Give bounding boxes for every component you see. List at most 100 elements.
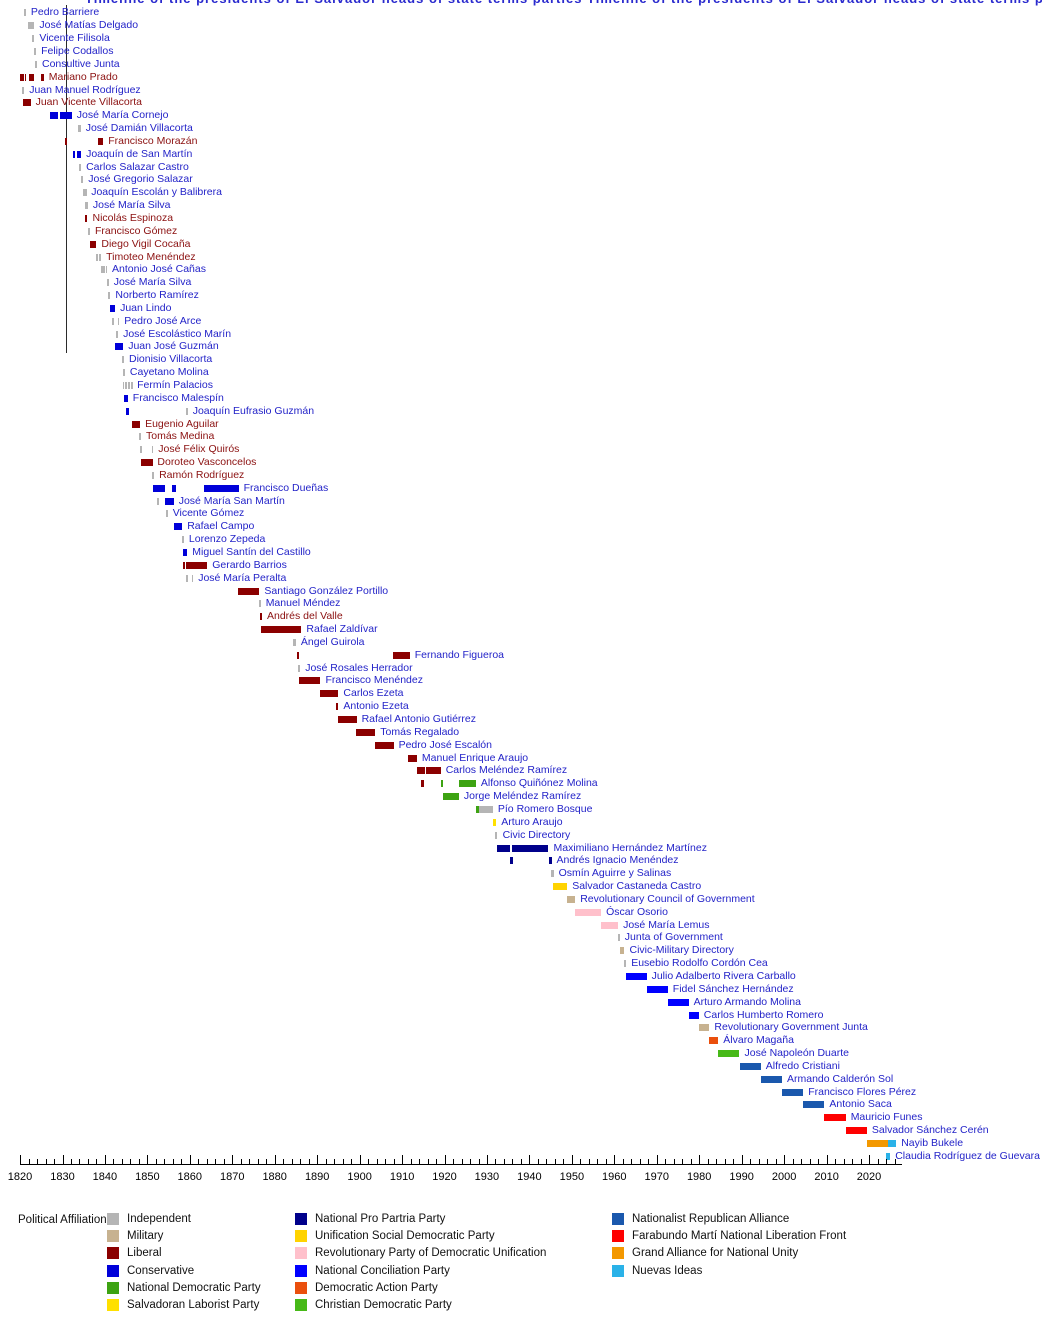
row-label: Arturo Armando Molina xyxy=(693,995,801,1008)
bar-segment xyxy=(183,561,185,569)
axis-major-tick xyxy=(232,1155,234,1164)
bar-segment xyxy=(89,240,97,248)
axis-minor-tick xyxy=(308,1159,310,1164)
bar-segment xyxy=(115,330,118,338)
row-label: Lorenzo Zepeda xyxy=(188,533,266,546)
axis-minor-tick xyxy=(79,1159,81,1164)
legend-label-ni: Nuevas Ideas xyxy=(632,1264,703,1277)
axis-minor-tick xyxy=(87,1159,89,1164)
row-label: Francisco Morazán xyxy=(108,134,198,147)
axis-minor-tick xyxy=(385,1159,387,1164)
bar-segment xyxy=(478,805,493,813)
axis-minor-tick xyxy=(860,1159,862,1164)
row-label: Claudia Rodríguez de Guevara xyxy=(895,1149,1040,1162)
row-label: Revolutionary Council of Government xyxy=(580,892,755,905)
row-label: Doroteo Vasconcelos xyxy=(157,456,257,468)
axis-minor-tick xyxy=(393,1159,395,1164)
axis-minor-tick xyxy=(223,1159,225,1164)
legend-label-rpdu: Revolutionary Party of Democratic Unific… xyxy=(315,1247,547,1260)
axis-minor-tick xyxy=(215,1159,217,1164)
axis-minor-tick xyxy=(436,1159,437,1164)
row-label: Dionisio Villacorta xyxy=(129,353,213,366)
row-label: Andrés Ignacio Menéndez xyxy=(556,854,679,867)
bar-segment xyxy=(110,304,116,312)
axis-year-label: 1900 xyxy=(347,1171,372,1183)
axis-major-tick xyxy=(486,1155,488,1164)
bar-segment xyxy=(824,1114,846,1122)
row-label: Pío Romero Bosque xyxy=(497,802,593,815)
bar-segment xyxy=(84,189,87,197)
bar-segment xyxy=(130,382,133,389)
legend-label-slp: Salvadoran Laborist Party xyxy=(127,1299,260,1311)
axis-minor-tick xyxy=(690,1159,692,1164)
bar-segment xyxy=(624,960,627,968)
bar-segment xyxy=(299,677,321,685)
legend-label-con: Conservative xyxy=(127,1264,195,1277)
row-label: Antonio José Cañas xyxy=(112,263,206,276)
row-label: Jorge Meléndez Ramírez xyxy=(463,790,582,803)
bar-segment xyxy=(204,484,239,492)
bar-segment xyxy=(493,818,497,826)
bar-segment xyxy=(336,703,339,711)
bar-segment xyxy=(416,767,425,775)
axis-minor-tick xyxy=(376,1159,378,1164)
legend-swatch-ni xyxy=(612,1264,624,1277)
legend-label-ppp: National Pro Partria Party xyxy=(315,1213,446,1225)
axis-minor-tick xyxy=(28,1159,30,1164)
bar-segment xyxy=(78,125,81,132)
axis-minor-tick xyxy=(673,1159,675,1164)
bar-segment xyxy=(739,1062,761,1070)
axis-year-label: 1940 xyxy=(517,1171,542,1183)
row-label: Fermín Palacios xyxy=(137,379,213,391)
row-label: Juan Vicente Villacorta xyxy=(35,96,143,109)
legend-swatch-slp xyxy=(107,1299,119,1311)
row-label: Andrés del Valle xyxy=(267,610,343,623)
bar-segment xyxy=(98,137,104,145)
row-label: Ángel Guirola xyxy=(300,635,365,648)
axis-minor-tick xyxy=(605,1159,607,1164)
bar-segment xyxy=(238,587,260,595)
axis-minor-tick xyxy=(206,1159,208,1164)
bar-segment xyxy=(688,1011,699,1019)
bar-segment xyxy=(319,690,339,698)
axis-year-label: 2010 xyxy=(814,1171,839,1183)
row-label: Pedro José Arce xyxy=(124,314,202,327)
axis-minor-tick xyxy=(716,1159,718,1164)
row-label: Diego Vigil Cocaña xyxy=(101,237,191,250)
axis-line xyxy=(20,1164,902,1165)
axis-year-label: 1970 xyxy=(644,1171,670,1183)
row-label: Manuel Méndez xyxy=(265,597,341,610)
axis-minor-tick xyxy=(792,1159,794,1164)
row-label: Juan Manuel Rodríguez xyxy=(29,83,141,96)
axis-minor-tick xyxy=(546,1159,548,1164)
bar-segment xyxy=(297,651,300,659)
bar-segment xyxy=(27,22,35,30)
axis-year-label: 1980 xyxy=(686,1171,712,1183)
axis-major-tick xyxy=(529,1155,531,1164)
bar-segment xyxy=(41,73,44,81)
row-label: Julio Adalberto Rivera Carballo xyxy=(651,969,796,982)
axis-minor-tick xyxy=(835,1159,836,1164)
bar-segment xyxy=(601,921,619,929)
row-label: Carlos Ezeta xyxy=(343,687,404,700)
bar-segment xyxy=(718,1050,740,1057)
axis-minor-tick xyxy=(563,1159,565,1164)
legend-swatch-pcn xyxy=(295,1264,307,1277)
bar-segment xyxy=(459,780,476,788)
bar-segment xyxy=(50,112,58,120)
bar-segment xyxy=(140,446,142,454)
axis-minor-tick xyxy=(775,1159,777,1164)
row-label: José Napoleón Duarte xyxy=(744,1047,849,1059)
axis-minor-tick xyxy=(503,1159,505,1164)
row-label: Antonio Ezeta xyxy=(343,700,409,713)
row-label: Pedro Barriere xyxy=(30,6,100,19)
row-label: Joaquín Escolán y Balibrera xyxy=(91,186,222,199)
legend-swatch-gana xyxy=(612,1247,624,1260)
axis-minor-tick xyxy=(639,1159,641,1164)
bar-segment xyxy=(79,163,82,171)
row-label: Fernando Figueroa xyxy=(414,648,504,661)
bar-segment xyxy=(115,343,124,351)
bar-segment xyxy=(293,638,296,646)
row-label: José Damián Villacorta xyxy=(85,122,193,134)
